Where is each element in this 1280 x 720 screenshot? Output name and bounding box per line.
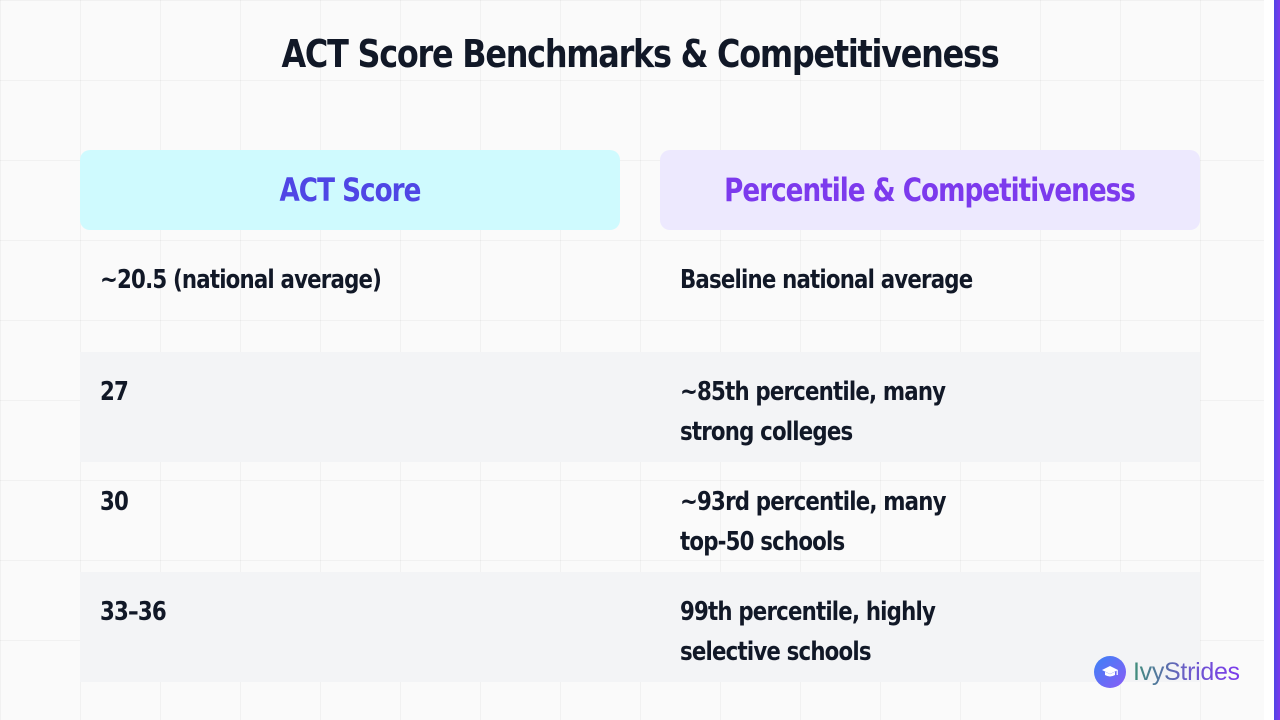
- accent-side-bar: [1264, 0, 1280, 720]
- score-cell: 27: [100, 377, 129, 407]
- table-row: ~20.5 (national average) Baseline nation…: [80, 240, 1200, 350]
- header-act-score: ACT Score: [80, 150, 620, 230]
- header-percentile: Percentile & Competitiveness: [660, 150, 1200, 230]
- header-percentile-label: Percentile & Competitiveness: [724, 171, 1137, 209]
- score-cell: ~20.5 (national average): [100, 265, 382, 295]
- graduation-cap-icon: [1094, 656, 1126, 688]
- table-row: 27 ~85th percentile, many strong college…: [80, 352, 1200, 462]
- table-row: 30 ~93rd percentile, many top-50 schools: [80, 462, 1200, 572]
- brand-name: IvyStrides: [1133, 657, 1240, 686]
- table-row: 33–36 99th percentile, highly selective …: [80, 572, 1200, 682]
- page-title: ACT Score Benchmarks & Competitiveness: [281, 32, 999, 76]
- percentile-cell: ~85th percentile, many strong colleges: [680, 377, 946, 447]
- brand-logo: IvyStrides: [1094, 655, 1240, 689]
- header-act-score-label: ACT Score: [279, 171, 422, 209]
- score-cell: 30: [100, 487, 129, 517]
- percentile-cell: ~93rd percentile, many top-50 schools: [680, 487, 946, 557]
- score-cell: 33–36: [100, 597, 167, 627]
- percentile-cell: 99th percentile, highly selective school…: [680, 597, 936, 667]
- percentile-cell: Baseline national average: [680, 265, 973, 295]
